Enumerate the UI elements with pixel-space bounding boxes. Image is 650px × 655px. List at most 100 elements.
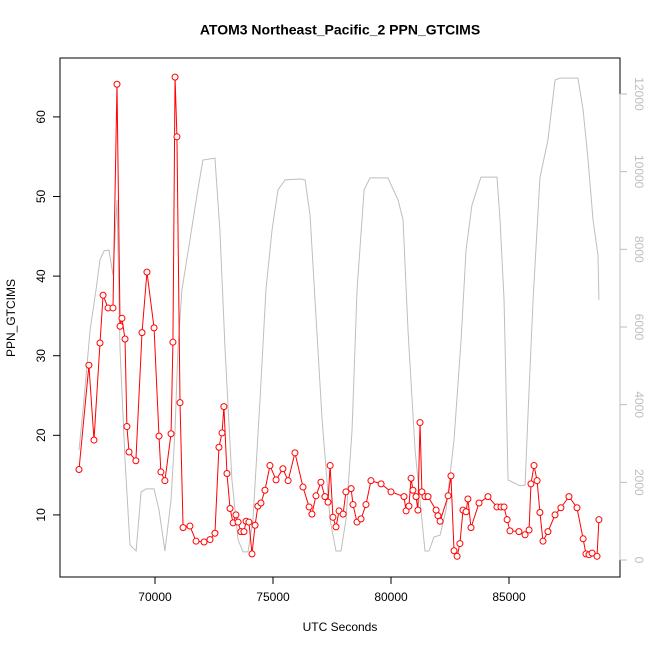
point [157, 468, 165, 476]
point [367, 477, 375, 485]
y2-tick-label: 12000 [632, 77, 646, 111]
point [143, 268, 151, 276]
point [484, 493, 492, 501]
point [329, 513, 337, 521]
point [573, 504, 581, 512]
point [132, 457, 140, 465]
point [118, 314, 126, 322]
point [412, 493, 420, 501]
point [305, 503, 313, 511]
point [90, 436, 98, 444]
series-line [78, 77, 600, 553]
y-tick-label: 40 [34, 269, 48, 283]
point [533, 477, 541, 485]
point [179, 524, 187, 532]
point [176, 399, 184, 407]
point [96, 339, 104, 347]
point [251, 521, 259, 529]
point [291, 449, 299, 457]
y-tick-label: 60 [34, 110, 48, 124]
point [211, 529, 219, 537]
x-axis-label: UTC Seconds [303, 620, 378, 634]
point [349, 501, 357, 509]
point [220, 403, 228, 411]
point [588, 549, 596, 557]
point [536, 509, 544, 517]
point [173, 133, 181, 141]
point [595, 516, 603, 524]
point [116, 322, 124, 330]
point [515, 528, 523, 536]
point [450, 547, 458, 555]
point [234, 518, 242, 526]
point [113, 80, 121, 88]
point [312, 492, 320, 500]
point [121, 335, 129, 343]
point [579, 535, 587, 543]
point [436, 517, 444, 525]
point [332, 523, 340, 531]
point [326, 462, 334, 470]
point [387, 488, 395, 496]
point [85, 361, 93, 369]
y-tick-label: 50 [34, 190, 48, 204]
point [167, 430, 175, 438]
y2-tick-label: 8000 [632, 236, 646, 263]
point [447, 472, 455, 480]
point [377, 480, 385, 488]
point [444, 492, 452, 500]
point [308, 510, 316, 518]
y2-tick-label: 10000 [632, 155, 646, 189]
point [418, 488, 426, 496]
point [416, 419, 424, 427]
point [565, 493, 573, 501]
y2-tick-label: 4000 [632, 391, 646, 418]
point [266, 462, 274, 470]
point [544, 528, 552, 536]
point [347, 485, 355, 493]
point [530, 462, 538, 470]
point [527, 480, 535, 488]
point [261, 486, 269, 494]
point [593, 552, 601, 560]
point [257, 499, 265, 507]
point [475, 499, 483, 507]
point [362, 501, 370, 509]
point [456, 540, 464, 548]
point [503, 516, 511, 524]
point [138, 329, 146, 337]
point [186, 522, 194, 530]
point [317, 478, 325, 486]
point [324, 498, 332, 506]
y-tick-label: 10 [34, 508, 48, 522]
y2-tick-label: 6000 [632, 314, 646, 341]
point [500, 503, 508, 511]
point [409, 486, 417, 494]
point [467, 524, 475, 532]
point [525, 526, 533, 534]
point [557, 504, 565, 512]
point [161, 477, 169, 485]
point [226, 505, 234, 513]
point [215, 443, 223, 451]
point [218, 429, 226, 437]
point [206, 536, 214, 544]
point [506, 527, 514, 535]
point [357, 515, 365, 523]
point [551, 511, 559, 519]
point [99, 291, 107, 299]
point [462, 508, 470, 516]
point [342, 488, 350, 496]
point [125, 448, 133, 456]
x-tick-label: 70000 [138, 590, 172, 604]
point [109, 304, 117, 312]
point [279, 465, 287, 473]
point [414, 506, 422, 514]
point [248, 550, 256, 558]
point [150, 324, 158, 332]
point [521, 531, 529, 539]
point [169, 338, 177, 346]
chart-title: ATOM3 Northeast_Pacific_2 PPN_GTCIMS [200, 22, 480, 38]
point [200, 538, 208, 546]
